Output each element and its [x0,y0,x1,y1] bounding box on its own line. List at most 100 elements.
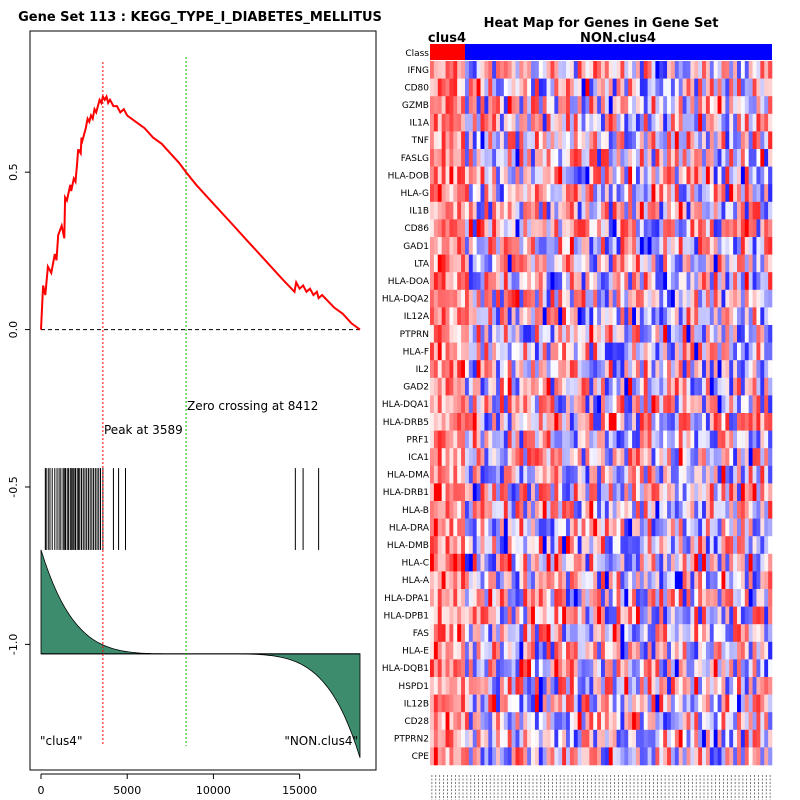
heat-map-cell [484,395,489,414]
heat-map-cell [558,237,563,255]
heat-map-cell [566,606,571,625]
heat-map-cell [597,747,602,766]
heat-map-cell [589,677,594,695]
heat-map-cell [461,641,466,660]
heat-map-cell [503,272,509,291]
heat-map-cell [453,430,458,449]
heat-map-cell [670,360,676,379]
heat-map-cell [562,712,567,731]
heat-map-cell [651,307,656,326]
heat-map-cell [457,747,462,766]
heat-map-cell [733,694,738,713]
heat-map-cell [678,184,683,203]
heat-map-cell [705,395,711,414]
heat-map-cell [655,518,660,537]
heat-map-cell [449,571,454,590]
heat-map-cell [651,712,656,731]
heat-map-cell [651,677,656,695]
heat-map-cell [674,96,680,115]
heat-map-cell [496,237,501,255]
heat-map-cell [717,342,722,361]
heat-map-cell [744,571,749,590]
heat-map-cell [616,289,621,308]
heat-map-cell [635,694,641,713]
heat-map-cell [686,641,691,660]
heat-map-cell [577,96,582,115]
enrichment-plot: Gene Set 113 : KEGG_TYPE_I_DIABETES_MELL… [7,10,382,797]
heat-map-cell [612,448,617,467]
heat-map-cell [682,272,687,291]
heat-map-cell [558,553,563,572]
heat-map-cell [437,641,442,660]
heat-map-cell [663,219,668,238]
heat-map-cell [577,184,582,203]
heat-map-cell [585,201,590,220]
heat-map-cell [705,448,711,467]
heat-map-cell [457,289,462,308]
heat-map-cell [546,465,551,484]
heat-map-cell [690,342,695,361]
heat-map-cell [585,78,590,97]
heat-map-cell [534,96,540,115]
heat-map-cell [643,131,648,150]
heat-map-cell [464,536,470,555]
heat-map-cell [667,571,672,590]
heat-map-cell [635,78,641,97]
heat-map-cell [499,501,505,519]
heat-map-cell [651,589,656,607]
heat-map-cell [573,254,578,273]
heat-map-cell [764,694,769,713]
heat-map-cell [566,113,571,132]
heat-map-cell [608,166,613,185]
heat-map-cell [768,395,773,414]
heat-map-cell [558,589,563,607]
heat-map-cell [472,61,477,79]
heat-map-cell [534,131,540,150]
heat-map-cell [573,483,578,502]
heat-map-cell [752,272,757,291]
heat-map-cell [573,360,578,379]
heat-map-cell [577,342,582,361]
heat-map-cell [690,254,695,273]
heat-map-cell [604,659,610,678]
heat-map-cell [511,78,516,97]
heat-map-cell [534,624,540,643]
heat-map-cell [499,61,505,79]
heat-map-cell [515,747,520,766]
heat-map-cell [441,448,446,467]
heat-map-cell [694,61,699,79]
heat-map-cell [515,184,520,203]
heat-map-cell [581,712,586,731]
heat-map-cell [433,518,439,537]
heat-map-cell [558,641,563,660]
heat-map-cell [651,61,656,79]
heat-map-cell [542,96,547,115]
heat-map-cell [581,571,586,590]
heat-map-cell [659,272,664,291]
heat-map-cell [577,553,582,572]
heat-map-cell [764,377,769,396]
heat-map-cell [729,553,734,572]
heat-map-cell [496,289,501,308]
heat-map-cell [569,289,575,308]
heat-map-cell [655,501,660,519]
heat-map-cell [635,518,641,537]
heat-map-cell [499,325,505,343]
heat-map-cell [527,553,532,572]
heat-map-cell [507,166,512,185]
heat-map-cell [768,307,773,326]
heat-map-cell [464,606,470,625]
heat-map-cell [725,712,730,731]
heat-map-cell [585,413,590,431]
heat-map-cell [737,237,742,255]
heat-map-cell [628,729,633,748]
heat-map-cell [690,360,695,379]
heat-map-cell [511,712,516,731]
heat-map-cell [721,78,726,97]
heat-map-cell [585,712,590,731]
heat-map-cell [768,641,773,660]
heat-map-cell [542,501,547,519]
heat-map-cell [515,219,520,238]
heat-map-cell [647,518,652,537]
gene-label: HLA-DPA1 [384,594,429,604]
